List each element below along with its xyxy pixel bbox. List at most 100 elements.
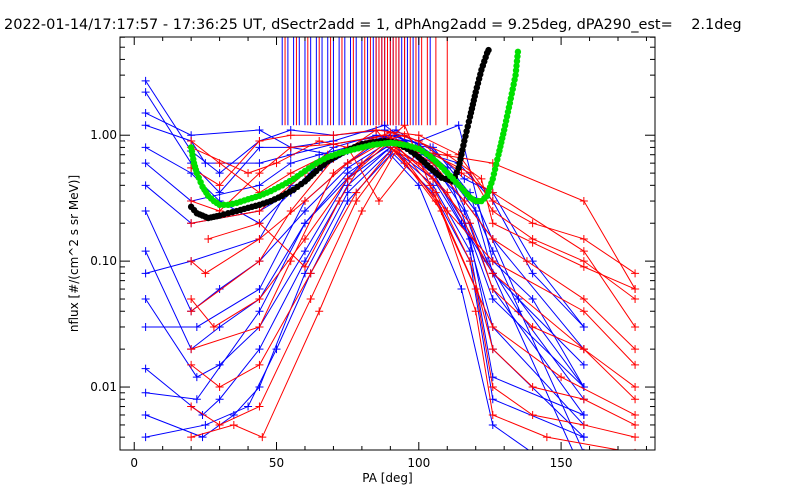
red-point-marker xyxy=(528,322,537,331)
blue-series-line xyxy=(145,143,585,426)
y-tick-label: 0.10 xyxy=(90,254,117,268)
red-point-marker xyxy=(429,174,438,183)
green-model-point xyxy=(513,62,520,70)
blue-point-marker xyxy=(488,247,497,256)
red-point-marker xyxy=(187,360,196,369)
red-point-marker xyxy=(255,295,264,304)
red-point-marker xyxy=(255,402,264,411)
blue-series-line xyxy=(145,146,585,416)
chart-title: 2022-01-14/17:17:57 - 17:36:25 UT, dSect… xyxy=(4,17,742,33)
red-point-marker xyxy=(300,234,309,243)
red-series-line xyxy=(190,129,636,274)
blue-point-marker xyxy=(286,159,295,168)
blue-point-marker xyxy=(528,269,537,278)
blue-point-marker xyxy=(141,247,150,256)
blue-point-marker xyxy=(141,322,150,331)
blue-point-marker xyxy=(466,247,475,256)
blue-point-marker xyxy=(488,420,497,429)
red-point-marker xyxy=(488,345,497,354)
green-model-point xyxy=(513,57,521,65)
x-axis-label: PA [deg] xyxy=(362,471,412,485)
red-point-marker xyxy=(542,433,551,442)
red-point-marker xyxy=(477,174,486,183)
red-point-marker xyxy=(471,307,480,316)
blue-point-marker xyxy=(141,388,150,397)
red-point-marker xyxy=(352,188,361,197)
red-point-marker xyxy=(209,322,218,331)
red-point-marker xyxy=(187,219,196,228)
red-point-marker xyxy=(187,307,196,316)
red-point-marker xyxy=(286,143,295,152)
green-model-point xyxy=(512,67,520,74)
blue-point-marker xyxy=(215,188,224,197)
blue-point-marker xyxy=(192,322,201,331)
blue-point-marker xyxy=(343,197,352,206)
red-series-line xyxy=(190,134,636,300)
red-point-marker xyxy=(286,207,295,216)
red-point-marker xyxy=(426,181,435,190)
red-point-marker xyxy=(488,322,497,331)
red-point-marker xyxy=(579,234,588,243)
blue-point-marker xyxy=(300,219,309,228)
blue-point-marker xyxy=(460,207,469,216)
red-point-marker xyxy=(631,395,640,404)
black-model-point xyxy=(463,128,470,135)
red-point-marker xyxy=(579,395,588,404)
red-point-marker xyxy=(579,345,588,354)
red-point-marker xyxy=(414,136,423,145)
red-point-marker xyxy=(258,433,267,442)
blue-point-marker xyxy=(192,373,201,382)
red-point-marker xyxy=(579,295,588,304)
red-point-marker xyxy=(215,181,224,190)
blue-series-line xyxy=(145,134,585,400)
blue-point-marker xyxy=(201,159,210,168)
red-point-marker xyxy=(357,207,366,216)
red-point-marker xyxy=(488,234,497,243)
red-series-line xyxy=(191,132,636,328)
red-point-marker xyxy=(306,295,315,304)
red-point-marker xyxy=(286,131,295,140)
red-point-marker xyxy=(443,188,452,197)
green-model-point xyxy=(512,71,519,79)
red-point-marker xyxy=(631,269,640,278)
blue-point-marker xyxy=(454,121,463,130)
red-point-marker xyxy=(579,247,588,256)
blue-point-marker xyxy=(580,471,588,479)
blue-point-marker xyxy=(141,109,150,118)
red-point-marker xyxy=(579,307,588,316)
blue-point-marker xyxy=(141,121,150,130)
red-point-marker xyxy=(215,383,224,392)
red-point-marker xyxy=(466,219,475,228)
red-point-marker xyxy=(187,433,196,442)
blue-point-marker xyxy=(255,345,264,354)
red-point-marker xyxy=(466,257,475,266)
plot-frame xyxy=(119,36,656,451)
blue-point-marker xyxy=(244,402,253,411)
green-model-point xyxy=(491,166,499,173)
data-layer xyxy=(141,37,640,479)
red-point-marker xyxy=(244,169,253,178)
red-point-marker xyxy=(488,197,497,206)
blue-point-marker xyxy=(255,159,264,168)
blue-point-marker xyxy=(141,76,150,85)
blue-point-marker xyxy=(488,373,497,382)
red-point-marker xyxy=(300,262,309,271)
blue-point-marker xyxy=(300,207,309,216)
red-point-marker xyxy=(386,128,395,137)
red-point-marker xyxy=(528,219,537,228)
green-model-point xyxy=(493,161,500,168)
red-point-marker xyxy=(343,159,352,168)
red-point-marker xyxy=(443,207,452,216)
red-point-marker xyxy=(286,169,295,178)
red-point-marker xyxy=(488,257,497,266)
red-point-marker xyxy=(631,285,640,294)
red-point-marker xyxy=(400,131,409,140)
blue-point-marker xyxy=(198,410,207,419)
red-series-line xyxy=(190,140,636,388)
blue-point-marker xyxy=(141,269,150,278)
red-point-marker xyxy=(488,219,497,228)
y-tick-label: 1.00 xyxy=(90,128,117,142)
red-point-marker xyxy=(229,420,238,429)
red-point-marker xyxy=(631,410,640,419)
red-point-marker xyxy=(579,420,588,429)
